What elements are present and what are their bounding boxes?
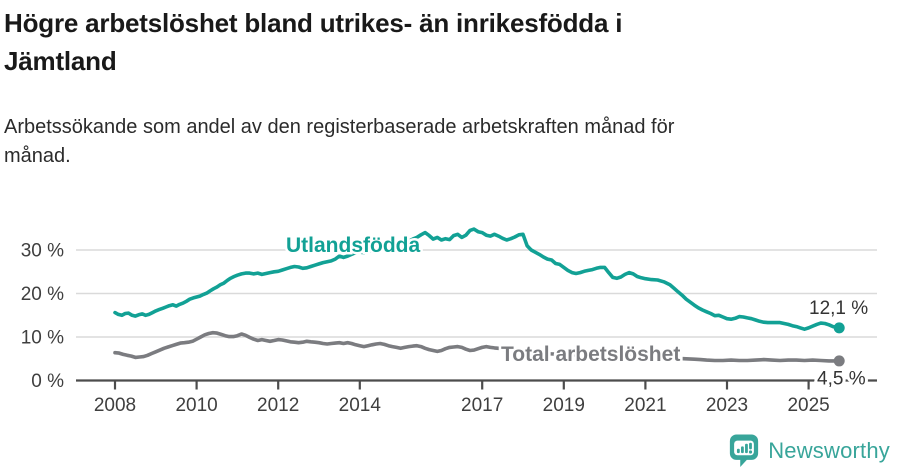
y-tick-label: 10 % xyxy=(21,328,64,349)
chart-subtitle-line1: Arbetssökande som andel av den registerb… xyxy=(4,116,675,138)
chart-header: Högre arbetslöshet bland utrikes- än inr… xyxy=(4,4,864,80)
page-title: Högre arbetslöshet bland utrikes- än inr… xyxy=(4,4,864,80)
x-tick-label: 2021 xyxy=(624,395,666,416)
chart-subtitle: Arbetssökande som andel av den registerb… xyxy=(4,113,844,171)
x-tick-label: 2010 xyxy=(175,395,217,416)
x-tick-label: 2008 xyxy=(94,395,136,416)
series-label-total: Total arbetslöshet xyxy=(501,343,680,366)
end-value-label-utlandsfodda: 12,1 % xyxy=(809,298,868,319)
line-chart: 0 % 10 % 20 % 30 % 2008 2010 2012 2014 2017 2019 2… xyxy=(21,227,877,416)
page-title-line2: Jämtland xyxy=(4,46,117,76)
series-line-utlandsfodda xyxy=(113,227,842,331)
y-tick-label: 0 % xyxy=(31,371,64,392)
chart-area: 0 % 10 % 20 % 30 % 2008 2010 2012 2014 2017 2019 2… xyxy=(0,200,900,428)
x-tick-label: 2014 xyxy=(339,395,382,416)
series-label-utlandsfodda: Utlandsfödda xyxy=(286,234,420,257)
x-tick-label: 2019 xyxy=(543,395,585,416)
end-value-label-total: 4,5 % xyxy=(817,369,866,390)
y-tick-label: 30 % xyxy=(21,241,64,262)
x-tick-label: 2017 xyxy=(461,395,503,416)
page-title-line1: Högre arbetslöshet bland utrikes- än inr… xyxy=(4,8,623,38)
series-end-dot-total xyxy=(833,355,845,367)
chart-subtitle-line2: månad. xyxy=(4,145,71,167)
newsworthy-logo-icon xyxy=(730,434,759,467)
newsworthy-branding[interactable]: Newsworthy xyxy=(728,433,890,468)
x-tick-label: 2025 xyxy=(787,395,829,416)
series-line-total xyxy=(113,330,842,363)
x-tick-label: 2023 xyxy=(706,395,748,416)
y-tick-label: 20 % xyxy=(21,284,64,305)
series-end-dot-utlandsfodda xyxy=(833,322,845,334)
x-tick-label: 2012 xyxy=(257,395,299,416)
newsworthy-brand-name: Newsworthy xyxy=(768,437,890,463)
